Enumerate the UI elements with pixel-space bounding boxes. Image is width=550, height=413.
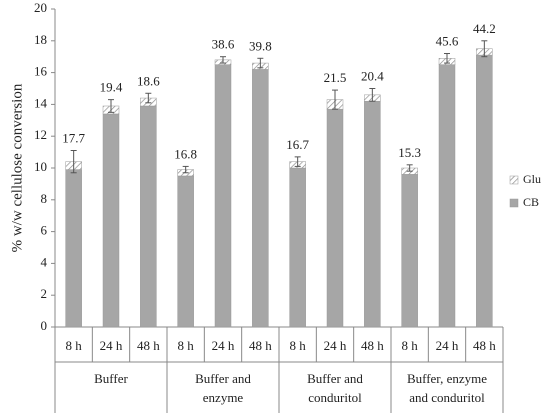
bar-label: 38.6 <box>212 37 235 52</box>
x-tick-label: 24 h <box>212 338 235 353</box>
y-tick-label: 12 <box>34 127 47 142</box>
bar-label: 17.7 <box>62 130 85 145</box>
bar-label: 44.2 <box>473 21 496 36</box>
bar-segment <box>401 174 418 328</box>
y-axis-label: % w/w cellulose conversion <box>9 83 25 252</box>
group-label: Buffer and <box>307 371 363 386</box>
group-label: Buffer, enzyme <box>407 371 487 386</box>
bar-segment <box>140 105 157 328</box>
bar-segment <box>214 64 232 328</box>
group-label: enzyme <box>203 390 244 405</box>
bar-label: 39.8 <box>249 38 272 53</box>
y-tick-label: 6 <box>41 223 48 238</box>
bar-label: 21.5 <box>324 70 347 85</box>
bar-label: 15.3 <box>398 145 421 160</box>
x-tick-label: 24 h <box>436 338 459 353</box>
x-tick-label: 48 h <box>249 338 272 353</box>
bar-label: 19.4 <box>100 80 123 95</box>
bar-label: 45.6 <box>436 34 459 49</box>
legend-swatch <box>509 175 519 185</box>
bar-segment <box>102 113 120 328</box>
bar-segment <box>177 175 194 328</box>
group-label: Buffer and <box>195 371 251 386</box>
y-tick-label: 16 <box>34 64 48 79</box>
bar-label: 20.4 <box>361 68 384 83</box>
y-tick-label: 8 <box>41 191 48 206</box>
bar-label: 16.8 <box>174 146 197 161</box>
y-tick-label: 10 <box>34 159 47 174</box>
legend-label: CB <box>523 195 539 209</box>
x-tick-label: 48 h <box>137 338 160 353</box>
y-tick-label: 14 <box>34 95 48 110</box>
group-label: conduritol <box>308 390 362 405</box>
bar-label: 16.7 <box>286 137 309 152</box>
y-tick-label: 4 <box>41 254 48 269</box>
x-tick-label: 24 h <box>100 338 123 353</box>
y-tick-label: 2 <box>41 286 48 301</box>
bar-segment <box>326 108 344 328</box>
group-label: Buffer <box>94 371 128 386</box>
x-tick-label: 48 h <box>473 338 496 353</box>
x-tick-label: 8 h <box>178 338 195 353</box>
y-tick-label: 20 <box>34 0 47 15</box>
x-tick-label: 24 h <box>324 338 347 353</box>
y-tick-label: 0 <box>41 318 48 333</box>
legend-label: Glu <box>523 172 541 186</box>
x-tick-label: 48 h <box>361 338 384 353</box>
y-tick-label: 18 <box>34 32 47 47</box>
bar-label: 18.6 <box>137 73 160 88</box>
bar-segment <box>252 69 269 328</box>
x-tick-label: 8 h <box>66 338 83 353</box>
legend-swatch <box>509 198 519 208</box>
bar-segment <box>65 169 82 328</box>
bar-segment <box>289 167 306 328</box>
bar-segment <box>438 64 456 328</box>
group-label: and conduritol <box>409 390 485 405</box>
x-tick-label: 8 h <box>402 338 419 353</box>
bar-segment <box>476 54 493 328</box>
bar-segment <box>364 100 381 328</box>
x-tick-label: 8 h <box>290 338 307 353</box>
